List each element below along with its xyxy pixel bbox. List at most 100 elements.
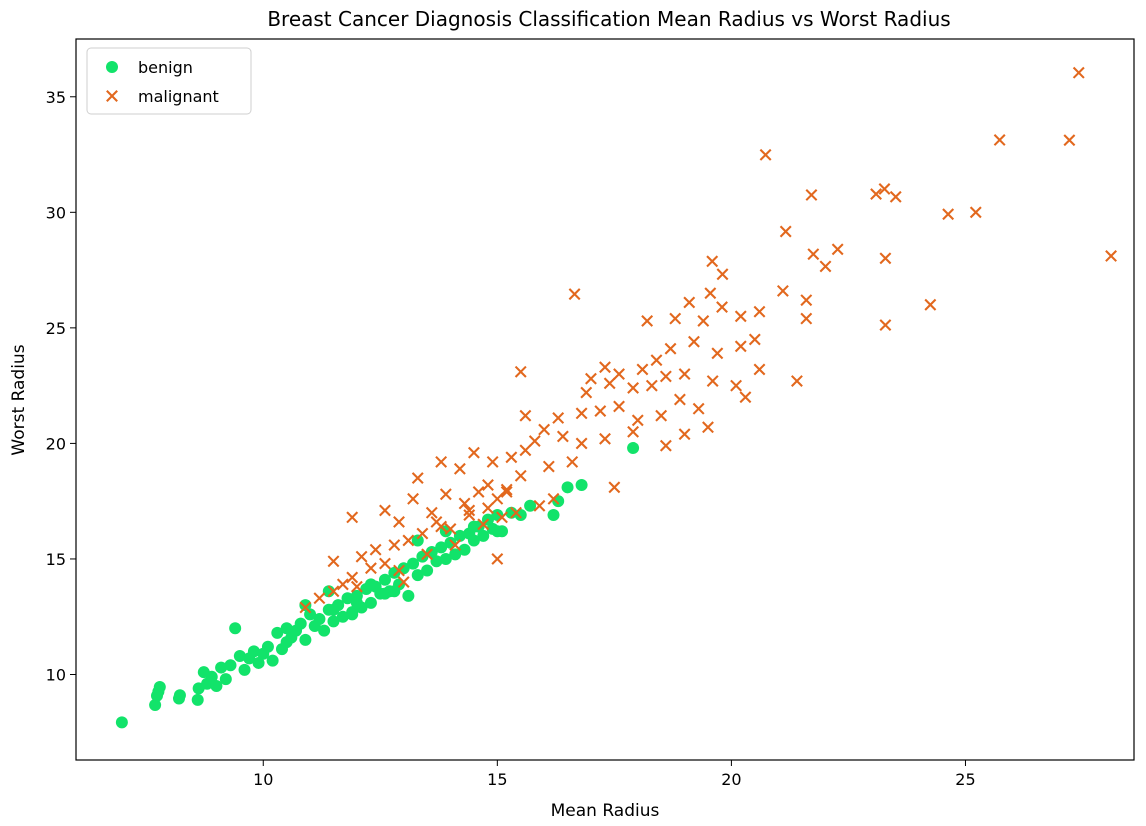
benign-point [280, 622, 293, 635]
benign-point [299, 633, 312, 646]
benign-point [439, 552, 452, 565]
benign-point [327, 603, 340, 616]
malignant-point [1072, 66, 1085, 79]
malignant-point [547, 492, 560, 505]
malignant-point [673, 393, 686, 406]
malignant-point [734, 310, 747, 323]
legend-entries: benign malignant [106, 58, 219, 106]
malignant-point [659, 370, 672, 383]
malignant-point [491, 492, 504, 505]
benign-point [421, 564, 434, 577]
malignant-point [439, 488, 452, 501]
benign-point [378, 573, 391, 586]
malignant-point [585, 372, 597, 385]
malignant-point [594, 405, 607, 417]
malignant-point [678, 368, 691, 381]
y-tick-label: 30 [46, 203, 66, 222]
malignant-point [575, 407, 588, 420]
y-axis-label: Worst Radius [9, 344, 29, 455]
malignant-point [463, 509, 476, 521]
malignant-point [608, 481, 621, 494]
benign-point [449, 548, 462, 561]
malignant-point [327, 555, 340, 568]
benign-point [364, 578, 377, 591]
x-axis-ticks: 10 15 20 25 [253, 760, 976, 789]
malignant-point [500, 485, 513, 498]
malignant-point [444, 522, 457, 535]
benign-point [233, 650, 246, 663]
malignant-point [697, 314, 710, 327]
y-tick-label: 25 [46, 319, 66, 338]
malignant-point [702, 421, 714, 434]
malignant-point [734, 340, 747, 353]
malignant-point [327, 585, 340, 598]
malignant-point [678, 428, 691, 441]
benign-point [627, 442, 640, 455]
malignant-point [533, 499, 546, 512]
malignant-point [627, 425, 640, 438]
malignant-point [659, 439, 672, 452]
benign-point [229, 622, 242, 635]
malignant-point [641, 314, 654, 327]
malignant-point [753, 305, 766, 318]
malignant-point [411, 472, 424, 485]
malignant-point [800, 312, 813, 325]
benign-point [341, 592, 354, 605]
series-benign [115, 442, 640, 729]
benign-point [215, 661, 228, 674]
malignant-point [716, 301, 728, 314]
malignant-point [776, 284, 789, 297]
malignant-point [393, 564, 405, 577]
malignant-point [575, 437, 588, 450]
legend-box [86, 47, 252, 115]
malignant-point [364, 562, 377, 575]
malignant-point [486, 455, 499, 468]
benign-point [210, 680, 223, 693]
malignant-point [692, 402, 705, 415]
malignant-point [496, 511, 508, 524]
x-tick-label: 20 [721, 770, 741, 789]
benign-point [458, 543, 471, 556]
benign-point [435, 541, 448, 554]
legend-marker-malignant [106, 90, 118, 102]
malignant-point [1063, 134, 1076, 147]
x-tick-label: 10 [253, 770, 273, 789]
malignant-point [599, 432, 611, 445]
malignant-point [393, 516, 405, 528]
benign-point [149, 699, 162, 712]
malignant-point [879, 319, 892, 332]
malignant-point [491, 553, 504, 565]
malignant-point [514, 365, 527, 378]
malignant-point [879, 252, 892, 265]
malignant-point [346, 571, 359, 584]
malignant-point [753, 363, 766, 376]
malignant-point [759, 148, 772, 161]
malignant-point [458, 497, 471, 510]
benign-point [247, 645, 260, 658]
malignant-point [683, 296, 696, 309]
malignant-point [542, 460, 555, 473]
y-tick-label: 15 [46, 550, 66, 569]
malignant-point [878, 183, 891, 195]
malignant-point [425, 506, 438, 519]
malignant-point [467, 446, 480, 459]
malignant-point [924, 298, 937, 311]
benign-point [407, 557, 420, 570]
x-axis-label: Mean Radius [551, 801, 660, 821]
benign-point [350, 596, 363, 609]
malignant-point [463, 504, 476, 517]
benign-point [364, 596, 377, 609]
malignant-point [435, 520, 448, 533]
malignant-point [613, 400, 625, 413]
malignant-point [510, 506, 522, 519]
malignant-point [613, 368, 625, 381]
plot-frame [75, 38, 1135, 761]
benign-point [299, 599, 312, 612]
series-malignant [299, 66, 1118, 614]
benign-point [318, 624, 331, 637]
malignant-point [350, 580, 363, 593]
malignant-point [627, 382, 640, 394]
malignant-point [706, 375, 719, 387]
malignant-point [645, 379, 658, 392]
malignant-point [805, 189, 818, 201]
